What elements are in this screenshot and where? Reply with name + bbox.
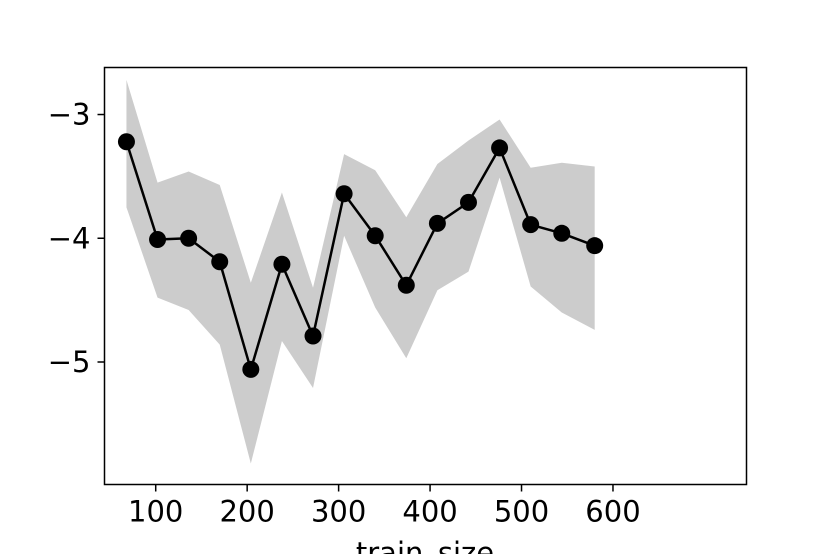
series-line xyxy=(125,141,596,371)
data-point xyxy=(366,227,384,245)
data-point xyxy=(522,216,540,234)
x-tick-label: 600 xyxy=(585,495,640,529)
data-point xyxy=(304,327,322,345)
data-point xyxy=(211,253,229,271)
data-point xyxy=(428,214,446,232)
data-point xyxy=(335,185,353,203)
data-point xyxy=(586,237,604,255)
y-tick-label: −5 xyxy=(48,345,91,379)
x-axis-ticks: 100 200 300 400 500 600 xyxy=(128,484,641,529)
x-tick-label: 500 xyxy=(494,495,549,529)
data-point xyxy=(242,360,260,378)
data-point xyxy=(117,133,135,151)
confidence-band-layer xyxy=(126,79,595,464)
confidence-band xyxy=(126,79,595,464)
x-tick-label: 300 xyxy=(311,495,366,529)
data-point xyxy=(491,139,509,157)
data-point xyxy=(149,230,167,248)
x-tick-label: 100 xyxy=(128,495,183,529)
marker-layer xyxy=(117,133,604,378)
y-tick-label: −3 xyxy=(48,98,91,132)
y-tick-label: −4 xyxy=(48,221,91,255)
x-axis-title: train_size xyxy=(356,536,494,554)
x-tick-label: 400 xyxy=(402,495,457,529)
series-line-layer xyxy=(125,141,596,371)
data-point xyxy=(397,276,415,294)
data-point xyxy=(273,255,291,273)
data-point xyxy=(180,229,198,247)
x-tick-label: 200 xyxy=(219,495,274,529)
data-point xyxy=(553,224,571,242)
plot-frame xyxy=(103,66,748,486)
y-axis-ticks: −3 −4 −5 xyxy=(48,98,105,379)
data-point xyxy=(459,193,477,211)
